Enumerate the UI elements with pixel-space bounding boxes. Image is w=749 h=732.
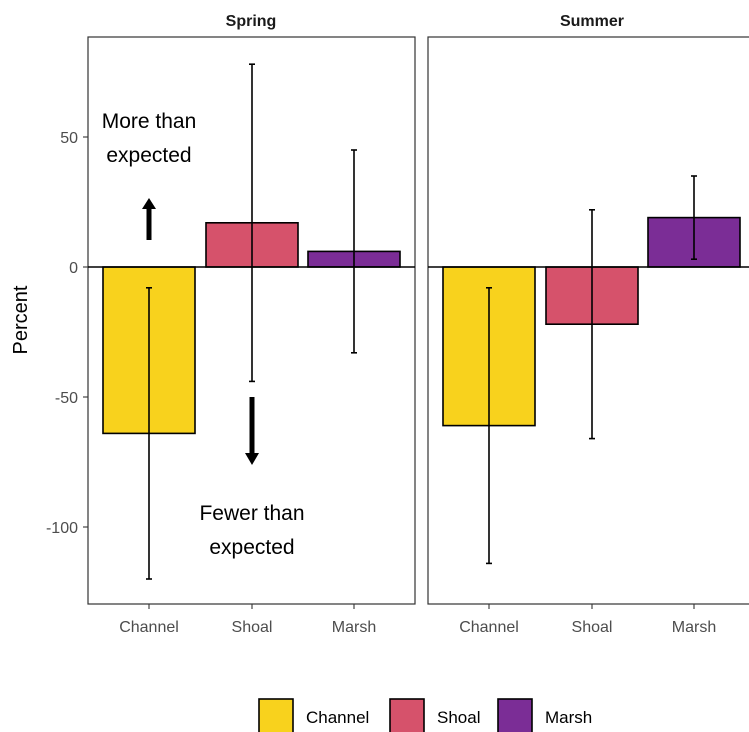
annotation-fewer-line1: Fewer than (199, 502, 304, 525)
x-tick-label: Channel (459, 619, 519, 636)
y-tick-label: -50 (55, 390, 78, 407)
y-tick-label: 0 (69, 260, 78, 277)
x-axis: Channel Shoal Marsh Channel Shoal Marsh (119, 604, 716, 636)
x-tick-label: Marsh (672, 619, 716, 636)
error-bar-summer-channel (486, 286, 492, 565)
legend-label: Shoal (437, 708, 480, 727)
y-tick-label: -100 (46, 520, 78, 537)
x-tick-label: Shoal (232, 619, 273, 636)
legend-item-shoal: Shoal (389, 698, 480, 732)
x-tick-label: Shoal (572, 619, 613, 636)
error-bar-summer-marsh (691, 175, 697, 261)
legend-label: Marsh (545, 708, 592, 727)
legend-label: Channel (306, 708, 369, 727)
annotation-more-line1: More than (102, 110, 197, 133)
legend-swatch (497, 698, 533, 732)
error-bar-spring-marsh (351, 149, 357, 354)
annotation-fewer-line2: expected (209, 536, 294, 559)
error-bar-spring-channel (146, 286, 152, 580)
summer-panel-title: Summer (560, 13, 624, 30)
legend-item-marsh: Marsh (497, 698, 592, 732)
x-tick-label: Marsh (332, 619, 376, 636)
arrow-down-icon (245, 397, 259, 465)
x-tick-label: Channel (119, 619, 179, 636)
legend-swatch (258, 698, 294, 732)
legend-item-channel: Channel (258, 698, 369, 732)
annotation-more-line2: expected (106, 144, 191, 167)
legend: Channel Shoal Marsh (258, 698, 592, 732)
error-bars (146, 63, 697, 580)
error-bar-spring-shoal (249, 63, 255, 383)
legend-swatch (389, 698, 425, 732)
y-tick-label: 50 (60, 130, 78, 147)
error-bar-summer-shoal (589, 209, 595, 440)
spring-panel-title: Spring (226, 13, 277, 30)
y-axis-title: Percent (10, 285, 32, 354)
arrow-up-icon (142, 198, 156, 240)
y-axis: -100 -50 0 50 (46, 130, 88, 537)
